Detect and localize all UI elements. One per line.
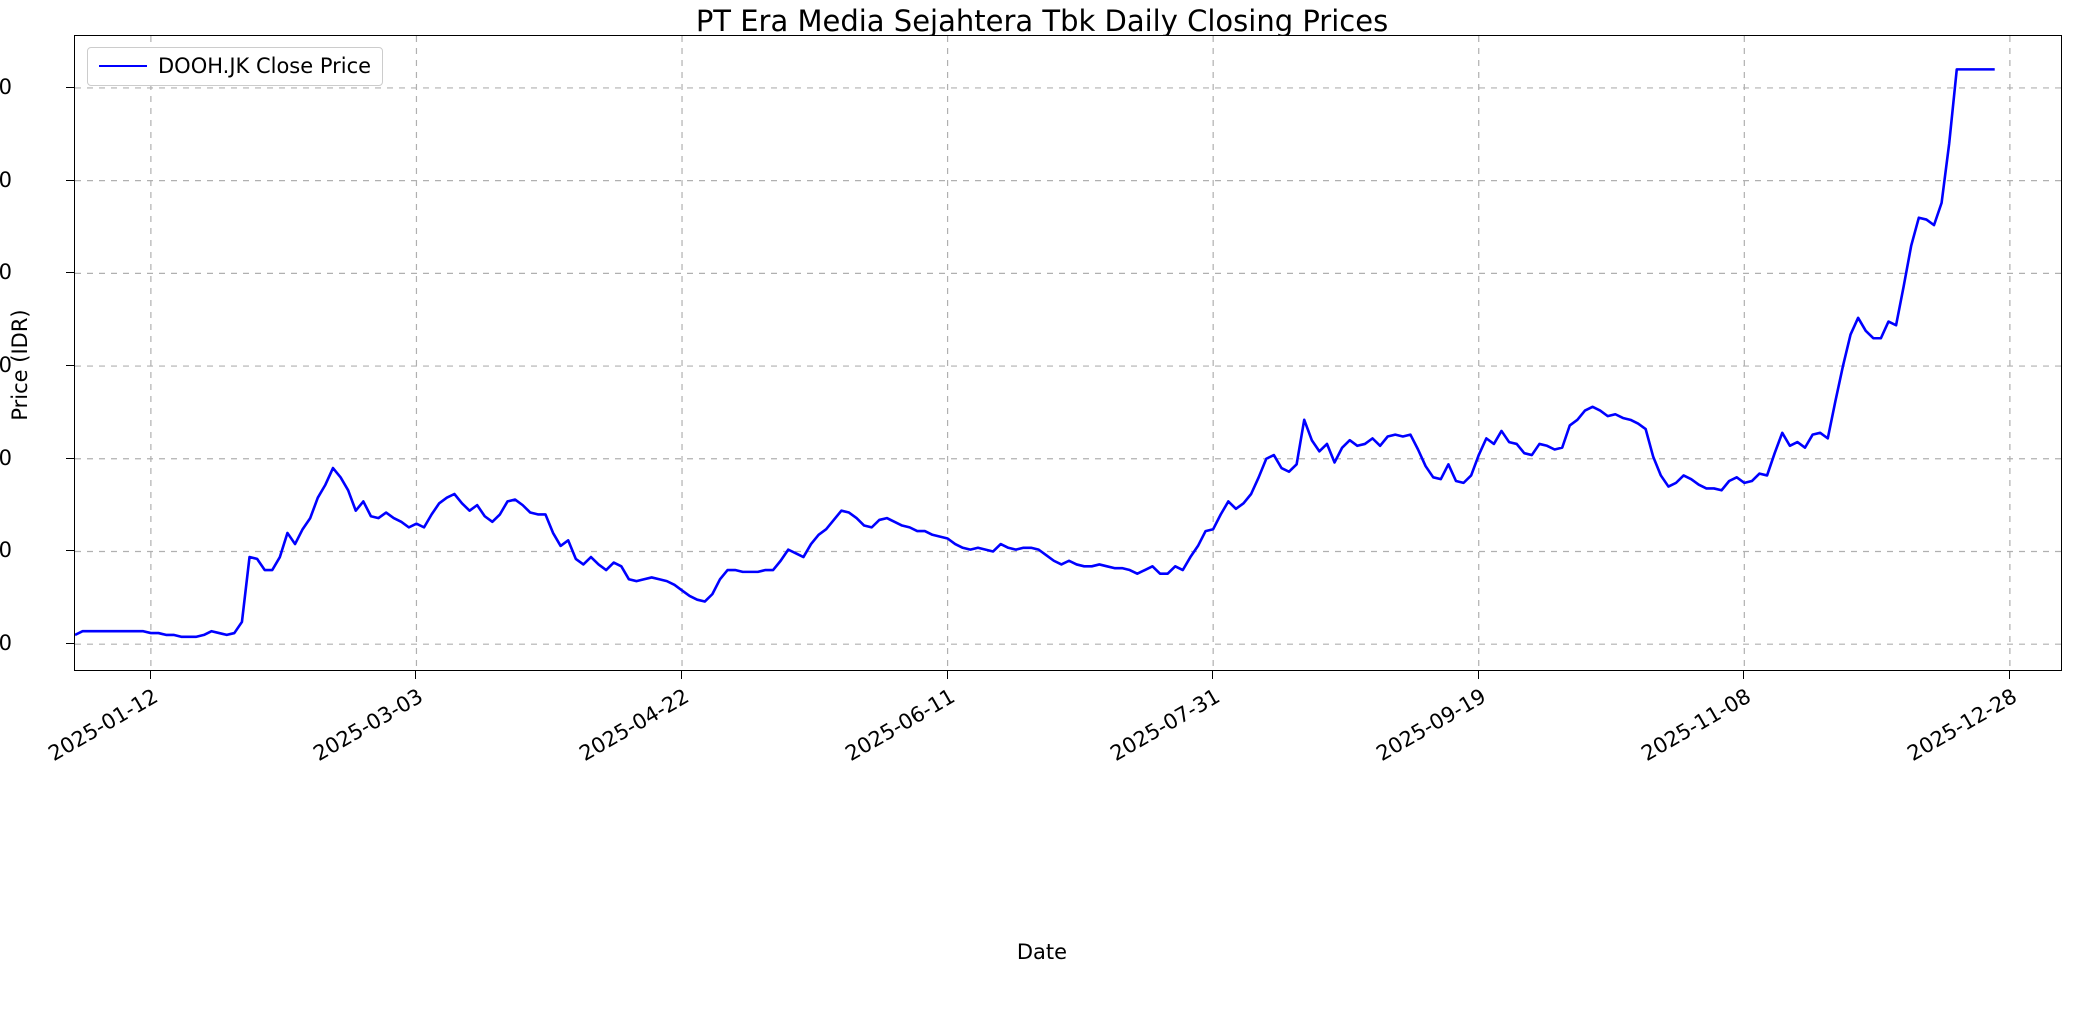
- y-tick-label: 250: [0, 260, 12, 285]
- y-tick-label: 50: [0, 631, 12, 656]
- y-tick-label: 100: [0, 538, 12, 563]
- y-tick-mark: [66, 179, 74, 181]
- x-tick-mark: [1743, 671, 1745, 679]
- x-tick-label: 2025-04-22: [575, 684, 694, 766]
- x-tick-label: 2025-12-28: [1903, 684, 2021, 766]
- x-tick-label: 2025-06-11: [840, 684, 959, 766]
- x-tick-mark: [1212, 671, 1214, 679]
- price-line-series: [75, 68, 1995, 639]
- y-tick-label: 300: [0, 167, 12, 192]
- x-tick-label: 2025-03-03: [309, 684, 428, 766]
- y-tick-mark: [66, 643, 74, 645]
- legend-label: DOOH.JK Close Price: [158, 54, 372, 78]
- y-tick-mark: [66, 86, 74, 88]
- legend-line-swatch: [99, 65, 147, 67]
- x-tick-mark: [681, 671, 683, 679]
- chart-title: PT Era Media Sejahtera Tbk Daily Closing…: [695, 4, 1389, 38]
- y-tick-mark: [66, 365, 74, 367]
- y-tick-mark: [66, 550, 74, 552]
- y-tick-mark: [66, 457, 74, 459]
- x-tick-label: 2025-09-19: [1372, 684, 1490, 766]
- y-tick-mark: [66, 272, 74, 274]
- y-tick-label: 350: [0, 74, 12, 99]
- chart-legend: DOOH.JK Close Price: [87, 47, 384, 86]
- grid-lines: [75, 36, 2061, 670]
- x-tick-label: 2025-07-31: [1106, 684, 1225, 766]
- x-axis-label: Date: [1016, 940, 1068, 964]
- x-tick-mark: [2008, 671, 2010, 679]
- plot-svg: [75, 36, 2061, 670]
- x-tick-label: 2025-11-08: [1637, 684, 1756, 766]
- x-tick-mark: [415, 671, 417, 679]
- x-tick-mark: [1477, 671, 1479, 679]
- plot-area: [74, 35, 2062, 671]
- y-axis-label: Price (IDR): [8, 309, 32, 421]
- x-tick-mark: [946, 671, 948, 679]
- y-tick-label: 150: [0, 445, 12, 470]
- y-tick-label: 200: [0, 353, 12, 378]
- x-tick-mark: [149, 671, 151, 679]
- x-tick-label: 2025-01-12: [44, 684, 162, 766]
